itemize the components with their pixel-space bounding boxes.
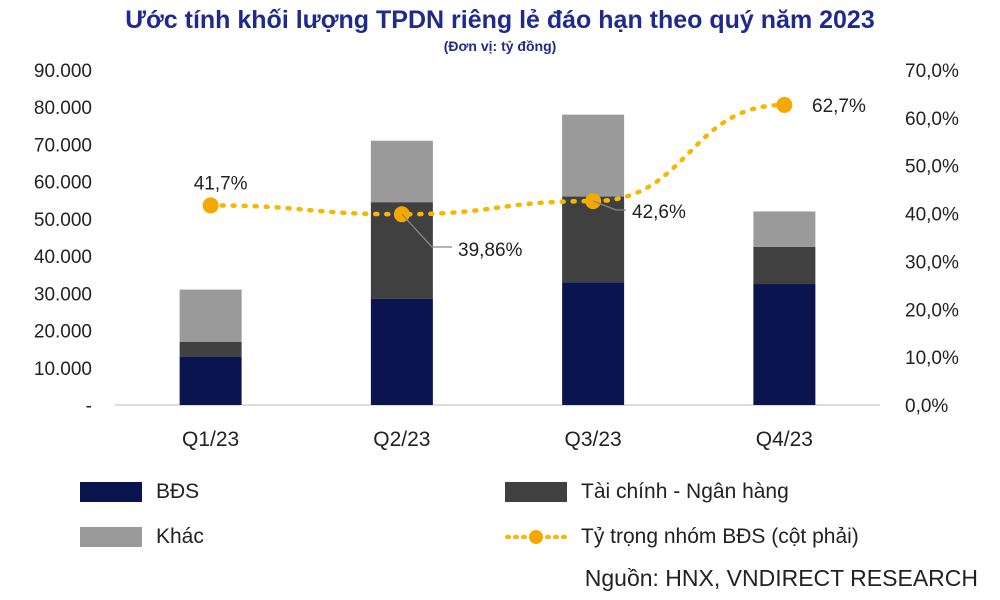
legend-swatch-taichinh [505, 482, 567, 502]
bar-bds-3 [562, 282, 625, 405]
line-point-4 [776, 96, 793, 113]
y-left-tick-label: 90.000 [34, 61, 92, 82]
legend-label-taichinh: Tài chính - Ngân hàng [581, 480, 789, 503]
y-left-tick-label: 10.000 [34, 359, 92, 380]
y-left-tick-label: 40.000 [34, 247, 92, 268]
x-tick-label: Q2/23 [373, 428, 430, 451]
legend-swatch-khac [80, 527, 142, 547]
bar-taichinh-3 [562, 196, 625, 283]
x-tick-label: Q3/23 [565, 428, 622, 451]
legend-item-khac: Khác [80, 525, 204, 549]
y-right-tick-label: 40,0% [905, 205, 959, 226]
chart-title: Ước tính khối lượng TPDN riêng lẻ đáo hạ… [125, 6, 875, 34]
y-right-tick-label: 50,0% [905, 157, 959, 178]
legend-label-khac: Khác [156, 525, 204, 548]
x-tick-label: Q1/23 [182, 428, 239, 451]
y-right-tick-label: 60,0% [905, 109, 959, 130]
y-right-tick-label: 70,0% [905, 61, 959, 82]
legend-swatch-bds [80, 482, 142, 502]
data-label-3: 42,6% [632, 202, 686, 223]
y-right-tick-label: 20,0% [905, 300, 959, 321]
legend-item-taichinh: Tài chính - Ngân hàng [505, 480, 789, 504]
bar-khac-4 [753, 211, 816, 247]
legend-swatch-line [505, 530, 567, 544]
line-series-path [208, 102, 787, 217]
legend-item-line: Tỷ trọng nhóm BĐS (cột phải) [505, 525, 859, 549]
bar-bds-1 [179, 356, 242, 405]
data-label-4: 62,7% [812, 96, 866, 117]
bar-taichinh-1 [179, 341, 242, 357]
y-left-tick-label: 60.000 [34, 173, 92, 194]
bar-bds-2 [370, 298, 433, 405]
y-left-tick-label: 70.000 [34, 135, 92, 156]
data-label-2: 39,86% [458, 240, 523, 261]
y-right-tick-label: 0,0% [905, 396, 948, 417]
bar-khac-3 [562, 114, 625, 197]
legend-item-bds: BĐS [80, 480, 199, 504]
data-label-leader-2 [401, 213, 452, 248]
legend-label-bds: BĐS [156, 480, 200, 503]
y-right-tick-label: 10,0% [905, 348, 959, 369]
y-left-tick-label: 20.000 [34, 322, 92, 343]
x-tick-label: Q4/23 [756, 428, 813, 451]
source-note: Nguồn: HNX, VNDIRECT RESEARCH [584, 565, 978, 591]
legend-label-line: Tỷ trọng nhóm BĐS (cột phải) [581, 525, 859, 548]
chart-subtitle: (Đơn vị: tỷ đồng) [443, 38, 557, 54]
y-left-tick-label: - [86, 396, 92, 417]
data-label-1: 41,7% [194, 173, 248, 194]
y-right-tick-label: 30,0% [905, 252, 959, 273]
y-left-tick-label: 50.000 [34, 210, 92, 231]
y-left-tick-label: 80.000 [34, 98, 92, 119]
bar-khac-2 [370, 140, 433, 203]
bar-bds-4 [753, 284, 816, 405]
bar-taichinh-4 [753, 246, 816, 285]
bar-khac-1 [179, 289, 242, 342]
y-left-tick-label: 30.000 [34, 284, 92, 305]
data-label-leader-3 [592, 200, 626, 211]
line-point-1 [202, 197, 219, 214]
